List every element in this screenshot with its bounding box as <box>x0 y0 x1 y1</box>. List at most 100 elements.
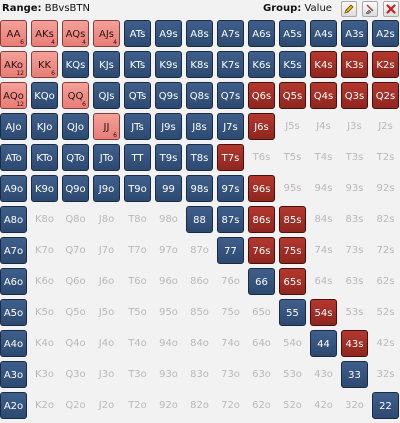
hand-cell-k9s[interactable]: K9s <box>155 51 182 78</box>
hand-cell-q5s[interactable]: Q5s <box>279 82 306 109</box>
hand-cell-t4s[interactable]: T4s <box>310 144 337 171</box>
hand-cell-62o[interactable]: 62o <box>248 392 275 419</box>
hand-cell-82o[interactable]: 82o <box>186 392 213 419</box>
hand-cell-k4o[interactable]: K4o <box>31 330 58 357</box>
hand-cell-53o[interactable]: 53o <box>279 361 306 388</box>
hand-cell-96o[interactable]: 96o <box>155 268 182 295</box>
hand-cell-98s[interactable]: 98s <box>186 175 213 202</box>
hand-cell-a2s[interactable]: A2s <box>372 20 399 47</box>
hand-cell-54s[interactable]: 54s <box>310 299 337 326</box>
hand-cell-j9s[interactable]: J9s <box>155 113 182 140</box>
hand-cell-ako[interactable]: AKo 12 <box>0 51 27 78</box>
hand-cell-a3o[interactable]: A3o <box>0 361 27 388</box>
hand-cell-q8o[interactable]: Q8o <box>62 206 89 233</box>
hand-cell-q6s[interactable]: Q6s <box>248 82 275 109</box>
hand-cell-44[interactable]: 44 <box>310 330 337 357</box>
hand-cell-t6o[interactable]: T6o <box>124 268 151 295</box>
hand-cell-84s[interactable]: 84s <box>310 206 337 233</box>
clear-button[interactable] <box>362 1 378 17</box>
hand-cell-kto[interactable]: KTo <box>31 144 58 171</box>
hand-cell-74o[interactable]: 74o <box>217 330 244 357</box>
hand-cell-76o[interactable]: 76o <box>217 268 244 295</box>
hand-cell-ajo[interactable]: AJo <box>0 113 27 140</box>
hand-cell-q9s[interactable]: Q9s <box>155 82 182 109</box>
hand-cell-a8o[interactable]: A8o <box>0 206 27 233</box>
hand-cell-q3s[interactable]: Q3s <box>341 82 368 109</box>
hand-cell-k6o[interactable]: K6o <box>31 268 58 295</box>
hand-cell-a5s[interactable]: A5s <box>279 20 306 47</box>
hand-cell-k9o[interactable]: K9o <box>31 175 58 202</box>
hand-cell-32s[interactable]: 32s <box>372 361 399 388</box>
hand-cell-j4o[interactable]: J4o <box>93 330 120 357</box>
hand-cell-88[interactable]: 88 <box>186 206 213 233</box>
hand-cell-jts[interactable]: JTs <box>124 113 151 140</box>
hand-cell-j6o[interactable]: J6o <box>93 268 120 295</box>
hand-cell-83s[interactable]: 83s <box>341 206 368 233</box>
hand-cell-q4s[interactable]: Q4s <box>310 82 337 109</box>
hand-cell-52o[interactable]: 52o <box>279 392 306 419</box>
hand-cell-kk[interactable]: KK 6 <box>31 51 58 78</box>
hand-cell-k8s[interactable]: K8s <box>186 51 213 78</box>
hand-cell-82s[interactable]: 82s <box>372 206 399 233</box>
hand-cell-22[interactable]: 22 <box>372 392 399 419</box>
hand-cell-k7s[interactable]: K7s <box>217 51 244 78</box>
hand-cell-65s[interactable]: 65s <box>279 268 306 295</box>
hand-cell-j5s[interactable]: J5s <box>279 113 306 140</box>
hand-cell-a6o[interactable]: A6o <box>0 268 27 295</box>
hand-cell-77[interactable]: 77 <box>217 237 244 264</box>
hand-cell-t5s[interactable]: T5s <box>279 144 306 171</box>
hand-cell-kjs[interactable]: KJs <box>93 51 120 78</box>
hand-cell-kjo[interactable]: KJo <box>31 113 58 140</box>
hand-cell-t2s[interactable]: T2s <box>372 144 399 171</box>
hand-cell-92o[interactable]: 92o <box>155 392 182 419</box>
hand-cell-42o[interactable]: 42o <box>310 392 337 419</box>
hand-cell-t7o[interactable]: T7o <box>124 237 151 264</box>
hand-cell-aqo[interactable]: AQo 12 <box>0 82 27 109</box>
hand-cell-72s[interactable]: 72s <box>372 237 399 264</box>
hand-cell-j2s[interactable]: J2s <box>372 113 399 140</box>
hand-cell-53s[interactable]: 53s <box>341 299 368 326</box>
hand-cell-t9o[interactable]: T9o <box>124 175 151 202</box>
hand-cell-j4s[interactable]: J4s <box>310 113 337 140</box>
hand-cell-kqs[interactable]: KQs <box>62 51 89 78</box>
hand-cell-jto[interactable]: JTo <box>93 144 120 171</box>
hand-cell-87s[interactable]: 87s <box>217 206 244 233</box>
hand-cell-aqs[interactable]: AQs 4 <box>62 20 89 47</box>
hand-cell-t2o[interactable]: T2o <box>124 392 151 419</box>
hand-cell-q9o[interactable]: Q9o <box>62 175 89 202</box>
hand-cell-k2o[interactable]: K2o <box>31 392 58 419</box>
hand-cell-98o[interactable]: 98o <box>155 206 182 233</box>
hand-cell-94o[interactable]: 94o <box>155 330 182 357</box>
hand-cell-qq[interactable]: QQ 6 <box>62 82 89 109</box>
hand-cell-a4s[interactable]: A4s <box>310 20 337 47</box>
hand-cell-k3s[interactable]: K3s <box>341 51 368 78</box>
hand-cell-99[interactable]: 99 <box>155 175 182 202</box>
hand-cell-64s[interactable]: 64s <box>310 268 337 295</box>
hand-cell-a3s[interactable]: A3s <box>341 20 368 47</box>
hand-cell-t3s[interactable]: T3s <box>341 144 368 171</box>
hand-cell-a2o[interactable]: A2o <box>0 392 27 419</box>
hand-cell-k2s[interactable]: K2s <box>372 51 399 78</box>
hand-cell-t6s[interactable]: T6s <box>248 144 275 171</box>
hand-cell-87o[interactable]: 87o <box>186 237 213 264</box>
hand-cell-q8s[interactable]: Q8s <box>186 82 213 109</box>
hand-cell-j6s[interactable]: J6s <box>248 113 275 140</box>
hand-cell-j8o[interactable]: J8o <box>93 206 120 233</box>
hand-cell-76s[interactable]: 76s <box>248 237 275 264</box>
hand-cell-k7o[interactable]: K7o <box>31 237 58 264</box>
hand-cell-t4o[interactable]: T4o <box>124 330 151 357</box>
hand-cell-95o[interactable]: 95o <box>155 299 182 326</box>
hand-cell-42s[interactable]: 42s <box>372 330 399 357</box>
hand-cell-52s[interactable]: 52s <box>372 299 399 326</box>
hand-cell-85s[interactable]: 85s <box>279 206 306 233</box>
hand-cell-q5o[interactable]: Q5o <box>62 299 89 326</box>
hand-cell-43o[interactable]: 43o <box>310 361 337 388</box>
hand-cell-k8o[interactable]: K8o <box>31 206 58 233</box>
hand-cell-75s[interactable]: 75s <box>279 237 306 264</box>
hand-cell-85o[interactable]: 85o <box>186 299 213 326</box>
hand-cell-96s[interactable]: 96s <box>248 175 275 202</box>
hand-cell-73s[interactable]: 73s <box>341 237 368 264</box>
hand-cell-55[interactable]: 55 <box>279 299 306 326</box>
hand-cell-83o[interactable]: 83o <box>186 361 213 388</box>
hand-cell-k5s[interactable]: K5s <box>279 51 306 78</box>
